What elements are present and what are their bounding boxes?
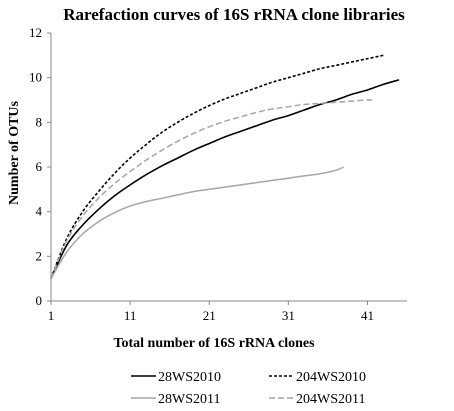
legend-label-28WS2011: 28WS2011 xyxy=(158,392,220,407)
y-tick-label: 4 xyxy=(36,204,43,219)
y-tick-label: 2 xyxy=(36,248,43,263)
y-tick-label: 6 xyxy=(36,159,43,174)
series-line-204WS2011 xyxy=(50,99,376,279)
series-line-28WS2011 xyxy=(50,166,345,280)
x-tick-label: 1 xyxy=(48,308,55,323)
series-lines xyxy=(50,54,400,280)
chart-title: Rarefaction curves of 16S rRNA clone lib… xyxy=(63,5,405,24)
y-tick-label: 10 xyxy=(29,70,42,85)
legend: 28WS2010 204WS2010 28WS2011 204WS2011 xyxy=(131,370,366,407)
x-axis-label: Total number of 16S rRNA clones xyxy=(113,336,315,351)
series-line-204WS2010 xyxy=(50,54,384,279)
y-tick-label: 8 xyxy=(36,114,43,129)
x-tick-label: 41 xyxy=(361,308,374,323)
y-tick-label: 12 xyxy=(29,25,42,40)
axes xyxy=(47,32,407,305)
legend-label-204WS2010: 204WS2010 xyxy=(296,370,366,385)
y-axis-label: Number of OTUs xyxy=(7,100,22,205)
x-tick-label: 31 xyxy=(282,308,295,323)
legend-label-204WS2011: 204WS2011 xyxy=(296,392,365,407)
legend-label-28WS2010: 28WS2010 xyxy=(158,370,221,385)
x-tick-label: 21 xyxy=(203,308,216,323)
series-line-28WS2010 xyxy=(50,79,400,280)
y-tick-label: 0 xyxy=(36,293,43,308)
x-tick-label: 11 xyxy=(124,308,137,323)
